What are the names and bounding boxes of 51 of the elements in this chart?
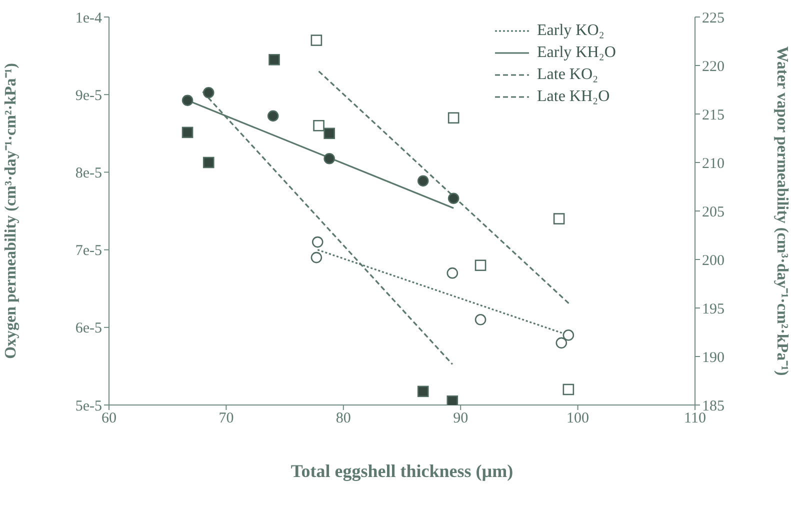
point: [474, 260, 486, 271]
point: [268, 54, 280, 66]
x-tick-label: 80: [336, 410, 351, 427]
point: [324, 152, 335, 164]
y-tick-label: 7e-5: [75, 243, 102, 260]
legend-label: Late KO₂: [537, 65, 598, 85]
point: [446, 395, 458, 405]
y2-tick-label: 205: [702, 204, 724, 220]
legend-label: Late KH₂O: [537, 87, 610, 107]
y2-tick-label: 195: [702, 301, 724, 318]
point: [312, 236, 324, 248]
x-axis-title: Total eggshell thickness (µm): [290, 461, 514, 481]
y2-tick-label: 220: [702, 58, 724, 75]
point: [310, 34, 322, 46]
x-tick-label: 90: [453, 410, 468, 427]
point: [448, 192, 460, 204]
x-tick-label: 110: [684, 410, 706, 427]
x-tick-label: 100: [566, 410, 590, 427]
point: [474, 314, 486, 326]
y2-tick-label: 190: [702, 350, 724, 366]
point: [267, 110, 279, 122]
point: [313, 120, 324, 132]
point: [448, 112, 460, 124]
point: [556, 337, 568, 349]
y2-tick-label: 210: [702, 156, 724, 172]
y2-tick-label: 225: [702, 10, 724, 26]
point: [182, 94, 194, 106]
y-tick-label: 5e-5: [75, 398, 102, 414]
point: [562, 384, 574, 396]
y2-axis-title: Water vapor permeability (cm³·day⁻¹·cm²·kPa⁻¹): [773, 46, 790, 376]
point: [553, 213, 565, 224]
y-tick-label: 1e-4: [75, 10, 102, 26]
point: [324, 128, 335, 140]
legend-label: Early KH₂O: [537, 43, 616, 63]
y-tick-label: 6e-5: [75, 320, 102, 337]
legend-label: Early KO₂: [537, 21, 604, 41]
point: [417, 386, 429, 398]
x-tick-label: 70: [218, 410, 234, 427]
point: [202, 87, 214, 98]
point: [182, 126, 194, 138]
y2-tick-label: 215: [702, 107, 724, 124]
y-tick-label: 8e-5: [75, 166, 102, 182]
x-tick-label: 60: [102, 410, 116, 427]
y2-tick-label: 200: [702, 252, 724, 269]
y-tick-label: 9e-5: [75, 88, 102, 104]
point: [310, 252, 322, 264]
point: [417, 175, 429, 187]
point: [446, 267, 458, 279]
y-axis-title: Oxygen permeability (cm³·day⁻¹·cm²·kPa⁻¹): [2, 63, 20, 359]
point: [562, 330, 574, 341]
point: [202, 156, 214, 168]
